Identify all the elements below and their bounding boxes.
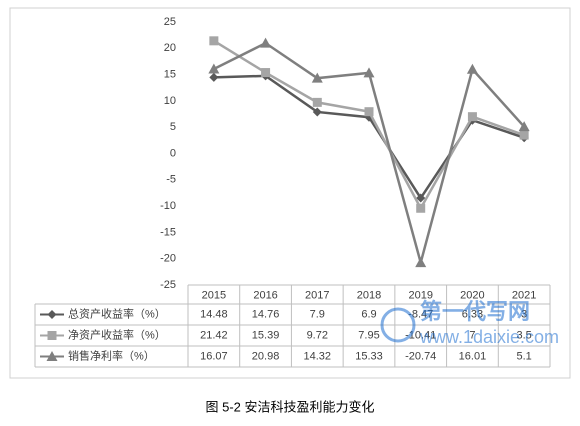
y-tick-label: 0 [170,147,176,159]
watermark: 第一代写网 www.1daixie.com [380,299,559,347]
x-tick-label: 2016 [253,289,277,301]
data-label: 3 [521,308,527,320]
data-label: 16.01 [459,350,487,362]
y-tick-label: 15 [164,69,176,81]
data-label: 21.42 [200,329,228,341]
marker [261,68,271,78]
marker [311,72,323,83]
x-tick-label: 2021 [512,289,536,301]
series-line [213,74,525,201]
y-tick-label: -10 [160,200,176,212]
data-label: 14.32 [304,350,332,362]
marker [47,310,57,319]
y-tick-label: 25 [164,16,176,28]
marker [209,36,219,46]
marker [519,130,529,140]
data-label: 20.98 [252,350,280,362]
x-tick-label: 2015 [202,289,226,301]
data-label: 6.9 [361,308,376,320]
y-tick-label: 10 [164,95,176,107]
data-label: 14.48 [200,308,228,320]
y-tick-label: 5 [170,121,176,133]
data-label: 6.33 [462,308,483,320]
legend-label: 总资产收益率（%） [68,306,166,320]
y-tick-label: 20 [164,42,176,54]
chart-frame [9,7,571,379]
marker [364,107,374,117]
marker [467,112,477,122]
marker [46,351,58,361]
marker [47,331,57,340]
data-label: 16.07 [200,350,228,362]
y-tick-label: -15 [160,226,176,238]
y-tick-label: -25 [160,279,176,291]
x-tick-label: 2020 [460,289,484,301]
marker [416,193,426,203]
data-label: -8.47 [408,308,433,320]
data-label: 3.5 [516,329,531,341]
marker [312,107,322,117]
watermark-logo [380,307,416,343]
marker [363,67,375,78]
marker [208,63,220,74]
x-tick-label: 2017 [305,289,329,301]
data-label: 5.1 [516,350,531,362]
watermark-title: 第一代写网 [420,299,530,324]
marker [209,72,219,82]
marker [415,257,427,268]
legend-label: 销售净利率（%） [68,348,155,362]
data-label: 7.95 [358,329,379,341]
data-label: -20.74 [405,350,436,362]
data-label: 7 [469,329,475,341]
caption: 图 5-2 安洁科技盈利能力变化 [205,399,374,414]
marker [518,121,530,132]
data-label: 15.33 [355,350,383,362]
marker [416,203,426,213]
x-tick-label: 2018 [357,289,381,301]
watermark-url: www.1daixie.com [419,327,559,347]
x-tick-label: 2019 [408,289,432,301]
legend-label: 净资产收益率（%） [68,327,166,341]
data-label: 15.39 [252,329,280,341]
data-table: 2015 2016 2017 2018 2019 2020 2021 总资产收益率（%） 14.… [34,284,551,368]
data-label: 7.9 [310,308,325,320]
marker [260,37,272,48]
marker [312,97,322,107]
data-label: 14.76 [252,308,280,320]
y-tick-label: -20 [160,253,176,265]
y-tick-label: -5 [166,174,176,186]
data-label: 9.72 [307,329,328,341]
series-line [213,39,525,211]
marker [466,63,478,74]
